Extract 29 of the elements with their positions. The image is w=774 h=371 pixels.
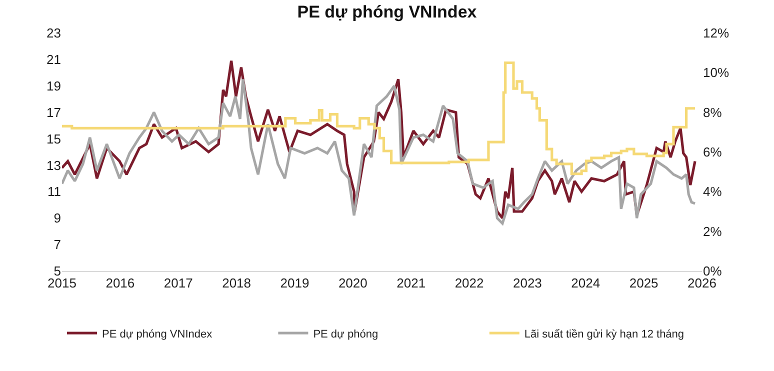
y2-tick-label: 12% (703, 26, 730, 41)
y-tick-label: 11 (48, 184, 61, 200)
x-tick-label: 2025 (629, 276, 658, 291)
y-tick-label: 21 (46, 52, 61, 67)
y2-tick-label: 8% (703, 104, 722, 120)
y-tick-label: 17 (46, 104, 61, 120)
x-tick-label: 2020 (338, 276, 368, 291)
y-tick-label: 15 (46, 131, 61, 146)
x-tick-label: 2016 (106, 276, 135, 291)
x-tick-label: 2021 (396, 276, 426, 291)
y-tick-label: 7 (54, 237, 61, 252)
legend-label: PE dự phóng VNIndex (102, 328, 213, 340)
y2-tick-label: 6% (703, 144, 722, 160)
y-tick-label: 23 (46, 26, 61, 41)
legend-label: PE dự phóng (313, 328, 378, 340)
y-tick-label: 19 (46, 78, 61, 94)
legend-label: Lãi suất tiền gửi kỳ hạn 12 tháng (524, 328, 684, 340)
x-tick-label: 2022 (454, 276, 484, 291)
y2-tick-label: 2% (703, 224, 722, 239)
x-tick-label: 2017 (164, 276, 193, 291)
y-tick-label: 9 (54, 210, 61, 226)
y2-tick-label: 10% (703, 65, 730, 80)
x-tick-label: 2024 (571, 276, 600, 291)
y2-tick-label: 4% (703, 184, 722, 200)
x-tick-label: 2019 (280, 276, 310, 291)
x-tick-label: 2023 (512, 276, 542, 291)
y-tick-label: 13 (46, 158, 61, 173)
chart-title: PE dự phóng VNIndex (297, 2, 478, 22)
x-tick-label: 2018 (222, 276, 252, 291)
